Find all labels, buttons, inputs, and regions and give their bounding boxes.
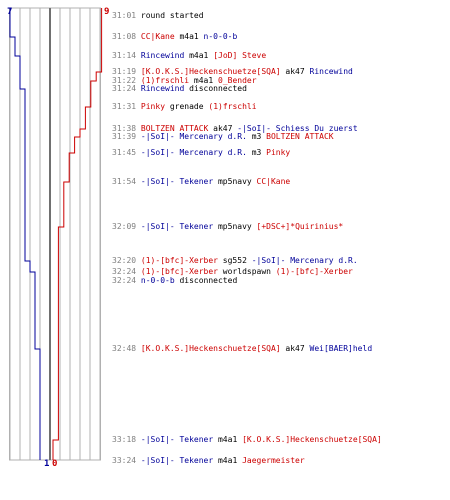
event-action: ak47	[208, 124, 238, 133]
event-time: 31:38	[112, 124, 137, 133]
event-action: disconnected	[184, 84, 247, 93]
blue-player-name: Rincewind	[140, 84, 185, 93]
event-time: 31:01	[112, 11, 137, 20]
event-row: 31:22 (1)frschli m4a1 0_Bender	[112, 76, 257, 85]
event-action: disconnected	[174, 276, 238, 285]
event-time: 32:24	[112, 267, 137, 276]
red-player-name: CC|Kane	[256, 177, 291, 186]
red-player-name: (1)-[bfc]-Xerber	[275, 267, 353, 276]
event-action: sg552	[217, 256, 252, 265]
event-row: 32:48 [K.O.K.S.]Heckenschuetze[SQA] ak47…	[112, 344, 372, 353]
event-action: worldspawn	[217, 267, 276, 276]
red-player-name: (1)frschli	[208, 102, 257, 111]
event-row: 33:18 -|SoI|- Tekener m4a1 [K.O.K.S.]Hec…	[112, 435, 382, 444]
blue-player-name: -|SoI|- Mercenary d.R.	[140, 132, 247, 141]
event-action: mp5navy	[213, 177, 257, 186]
blue-player-name: -|SoI|- Mercenary d.R.	[251, 256, 358, 265]
event-time: 32:20	[112, 256, 137, 265]
event-row: 31:14 Rincewind m4a1 [JoD] Steve	[112, 51, 266, 60]
red-end-score: 0	[52, 459, 58, 469]
event-action: m4a1	[213, 456, 243, 465]
red-player-name: BOLTZEN ATTACK	[266, 132, 334, 141]
red-player-name: [K.O.K.S.]Heckenschuetze[SQA]	[140, 344, 281, 353]
event-time: 31:39	[112, 132, 137, 141]
event-time: 31:22	[112, 76, 137, 85]
event-row: 31:08 CC|Kane m4a1 n-0-0-b	[112, 32, 237, 41]
event-row: 31:19 [K.O.K.S.]Heckenschuetze[SQA] ak47…	[112, 67, 353, 76]
event-action: ak47	[280, 67, 310, 76]
red-player-name: [+DSC+]*Quirinius*	[256, 222, 344, 231]
blue-start-score: 7	[7, 7, 13, 17]
event-time: 31:31	[112, 102, 137, 111]
blue-player-name: -|SoI|- Tekener	[140, 456, 214, 465]
red-start-score: 9	[104, 7, 110, 17]
event-row: 32:24 n-0-0-b disconnected	[112, 276, 237, 285]
blue-player-name: Rincewind	[140, 51, 185, 60]
event-row: 33:24 -|SoI|- Tekener m4a1 Jaegermeister	[112, 456, 305, 465]
red-player-name: (1)-[bfc]-Xerber	[140, 267, 218, 276]
red-player-name: [K.O.K.S.]Heckenschuetze[SQA]	[242, 435, 382, 444]
event-action: round started	[140, 11, 204, 20]
event-row: 31:31 Pinky grenade (1)frschli	[112, 102, 257, 111]
blue-player-name: -|SoI|- Schiess Du zuerst	[237, 124, 358, 133]
red-player-name: CC|Kane	[140, 32, 175, 41]
blue-player-name: Wei[BAER]held	[309, 344, 373, 353]
blue-player-name: n-0-0-b	[203, 32, 238, 41]
event-row: 31:01 round started	[112, 11, 204, 20]
event-time: 32:24	[112, 276, 137, 285]
blue-player-name: Rincewind	[309, 67, 353, 76]
red-player-name: (1)-[bfc]-Xerber	[140, 256, 218, 265]
blue-end-score: 1	[44, 459, 50, 469]
event-action: m4a1	[213, 435, 243, 444]
event-action: grenade	[165, 102, 209, 111]
event-time: 31:14	[112, 51, 137, 60]
event-row: 32:24 (1)-[bfc]-Xerber worldspawn (1)-[b…	[112, 267, 353, 276]
event-row: 31:45 -|SoI|- Mercenary d.R. m3 Pinky	[112, 148, 290, 157]
event-time: 31:19	[112, 67, 137, 76]
event-row: 31:39 -|SoI|- Mercenary d.R. m3 BOLTZEN …	[112, 132, 334, 141]
event-time: 33:18	[112, 435, 137, 444]
blue-team-score-line	[9, 8, 41, 460]
event-time: 32:09	[112, 222, 137, 231]
blue-player-name: -|SoI|- Tekener	[140, 222, 214, 231]
red-player-name: Pinky	[266, 148, 291, 157]
red-player-name: [K.O.K.S.]Heckenschuetze[SQA]	[140, 67, 281, 76]
event-action: m3	[246, 148, 267, 157]
event-row: 31:24 Rincewind disconnected	[112, 84, 247, 93]
red-player-name: Pinky	[140, 102, 166, 111]
blue-player-name: -|SoI|- Mercenary d.R.	[140, 148, 247, 157]
red-player-name: Jaegermeister	[242, 456, 305, 465]
event-action: mp5navy	[213, 222, 257, 231]
event-time: 31:45	[112, 148, 137, 157]
event-time: 31:54	[112, 177, 137, 186]
event-action: m4a1	[174, 32, 204, 41]
red-player-name: 0_Bender	[218, 76, 257, 85]
event-action: m3	[246, 132, 267, 141]
event-action: ak47	[280, 344, 310, 353]
event-row: 32:09 -|SoI|- Tekener mp5navy [+DSC+]*Qu…	[112, 222, 343, 231]
red-player-name: [JoD] Steve	[213, 51, 267, 60]
red-player-name: BOLTZEN ATTACK	[140, 124, 209, 133]
red-team-score-line	[52, 8, 103, 460]
blue-player-name: -|SoI|- Tekener	[140, 435, 214, 444]
event-time: 32:48	[112, 344, 137, 353]
event-action: m4a1	[184, 51, 214, 60]
event-row: 32:20 (1)-[bfc]-Xerber sg552 -|SoI|- Mer…	[112, 256, 358, 265]
event-time: 31:08	[112, 32, 137, 41]
event-time: 31:24	[112, 84, 137, 93]
event-time: 33:24	[112, 456, 137, 465]
red-player-name: (1)frschli	[140, 76, 190, 85]
blue-player-name: -|SoI|- Tekener	[140, 177, 214, 186]
event-action: m4a1	[189, 76, 218, 85]
blue-player-name: n-0-0-b	[140, 276, 175, 285]
event-row: 31:38 BOLTZEN ATTACK ak47 -|SoI|- Schies…	[112, 124, 358, 133]
event-row: 31:54 -|SoI|- Tekener mp5navy CC|Kane	[112, 177, 290, 186]
